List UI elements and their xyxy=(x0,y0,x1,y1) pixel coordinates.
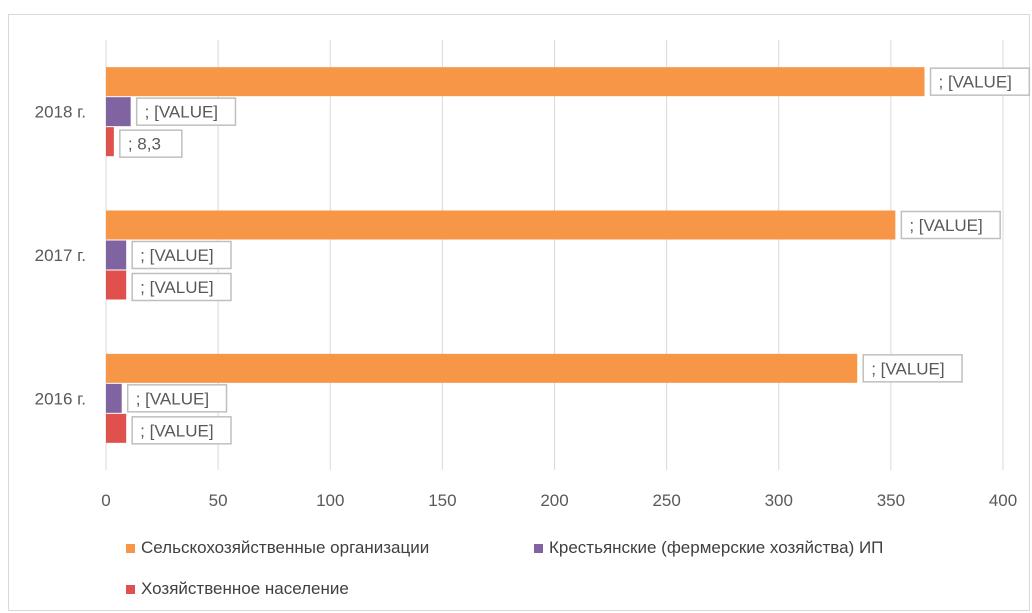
bar-s1-c1 xyxy=(106,240,127,270)
x-tick-label-50: 50 xyxy=(209,491,228,510)
bar-s1-c2 xyxy=(106,97,131,127)
bar-s2-c1 xyxy=(106,270,127,300)
data-label-s1-c0: ; [VALUE] xyxy=(136,389,209,408)
legend-label-1: Сельскохозяйственные организации xyxy=(141,538,430,557)
data-label-s0-c2: ; [VALUE] xyxy=(939,73,1012,92)
legend-item-1: Сельскохозяйственные организации xyxy=(126,538,429,558)
legend-item-3: Хозяйственное население xyxy=(126,579,349,599)
data-label-s1-c1: ; [VALUE] xyxy=(140,246,213,265)
legend-item-2: Крестьянские (фермерские хозяйства) ИП xyxy=(534,538,883,558)
data-label-box-s2-c1 xyxy=(131,272,232,302)
legend-swatch-2 xyxy=(534,543,543,553)
data-label-box-s1-c1 xyxy=(131,240,232,270)
data-label-s2-c0: ; [VALUE] xyxy=(140,421,213,440)
bar-s0-c0 xyxy=(106,353,858,383)
x-tick-label-350: 350 xyxy=(877,491,905,510)
x-tick-label-150: 150 xyxy=(428,491,456,510)
data-label-box-s0-c0 xyxy=(862,354,963,383)
data-label-s0-c0: ; [VALUE] xyxy=(871,359,944,378)
legend-swatch-3 xyxy=(126,584,135,594)
data-label-s0-c1: ; [VALUE] xyxy=(909,216,982,235)
data-label-s2-c1: ; [VALUE] xyxy=(140,278,213,297)
data-label-box-s1-c2 xyxy=(135,97,237,126)
data-label-s1-c2: ; [VALUE] xyxy=(145,103,218,122)
data-label-box-s0-c2 xyxy=(929,67,1031,96)
data-label-s2-c2: ; 8,3 xyxy=(128,135,161,154)
bar-s1-c0 xyxy=(106,383,122,413)
x-tick-label-200: 200 xyxy=(540,491,568,510)
data-label-box-s2-c2 xyxy=(119,129,183,158)
bar-s2-c0 xyxy=(106,413,127,443)
x-tick-label-250: 250 xyxy=(652,491,680,510)
x-tick-label-400: 400 xyxy=(989,491,1017,510)
bar-s0-c2 xyxy=(106,67,925,97)
legend-label-3: Хозяйственное население xyxy=(141,579,349,598)
y-category-label-2: 2018 г. xyxy=(35,103,86,122)
legend-label-2: Крестьянские (фермерские хозяйства) ИП xyxy=(549,538,884,557)
data-label-box-s2-c0 xyxy=(131,416,232,445)
data-label-box-s1-c0 xyxy=(126,384,228,413)
x-tick-label-300: 300 xyxy=(765,491,793,510)
bar-s0-c1 xyxy=(106,210,896,240)
bar-s2-c2 xyxy=(106,127,114,157)
legend-swatch-1 xyxy=(126,543,135,553)
y-category-label-0: 2016 г. xyxy=(35,389,86,408)
x-tick-label-100: 100 xyxy=(316,491,344,510)
x-tick-label-0: 0 xyxy=(101,491,110,510)
y-category-label-1: 2017 г. xyxy=(35,246,86,265)
data-label-box-s0-c1 xyxy=(900,210,1001,240)
